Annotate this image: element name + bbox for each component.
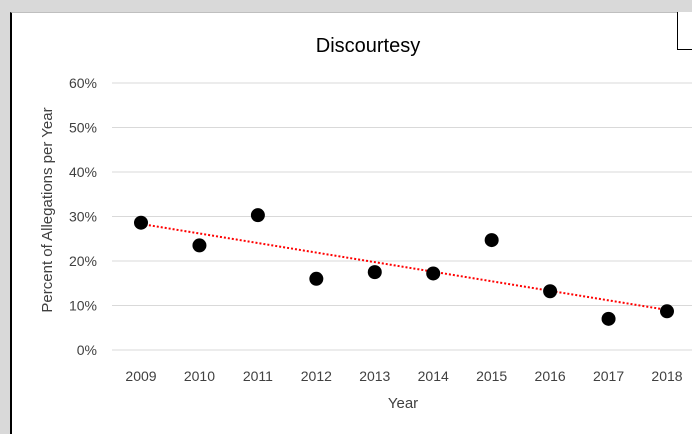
x-axis-ticks: 2009 2010 2011 2012 2013 2014 2015 2016 2017 2018	[125, 368, 682, 384]
data-points	[134, 208, 674, 326]
y-axis-ticks: 0% 10% 20% 30% 40% 50% 60%	[69, 75, 97, 358]
grid-lines	[112, 82, 692, 351]
y-tick-label: 50%	[69, 120, 97, 136]
x-tick-label: 2013	[359, 368, 390, 384]
y-axis-label: Percent of Allegations per Year	[39, 107, 56, 312]
x-tick-label: 2016	[535, 368, 566, 384]
data-point	[367, 265, 382, 280]
corner-box	[677, 12, 692, 50]
x-tick-label: 2012	[301, 368, 332, 384]
x-tick-label: 2014	[418, 368, 449, 384]
data-point	[192, 238, 207, 253]
y-tick-label: 30%	[69, 209, 97, 225]
chart-title: Discourtesy	[316, 35, 420, 57]
data-point	[426, 266, 441, 281]
x-axis-label: Year	[388, 395, 418, 412]
trendline	[140, 222, 668, 311]
y-tick-label: 10%	[69, 298, 97, 314]
trendline-group	[140, 222, 668, 311]
data-point	[601, 311, 616, 326]
y-tick-label: 20%	[69, 253, 97, 269]
x-tick-label: 2011	[243, 368, 273, 384]
x-tick-label: 2017	[593, 368, 624, 384]
y-tick-label: 0%	[77, 342, 97, 358]
data-point	[250, 208, 265, 223]
data-point	[134, 215, 148, 230]
y-tick-label: 40%	[69, 164, 97, 180]
data-point	[309, 271, 324, 286]
x-tick-label: 2009	[125, 368, 156, 384]
data-point	[543, 284, 558, 299]
y-tick-label: 60%	[69, 75, 97, 91]
x-tick-label: 2018	[651, 368, 682, 384]
data-point	[660, 304, 674, 319]
chart-area	[10, 12, 692, 434]
x-tick-label: 2010	[184, 368, 215, 384]
data-point	[484, 233, 499, 248]
x-tick-label: 2015	[476, 368, 507, 384]
